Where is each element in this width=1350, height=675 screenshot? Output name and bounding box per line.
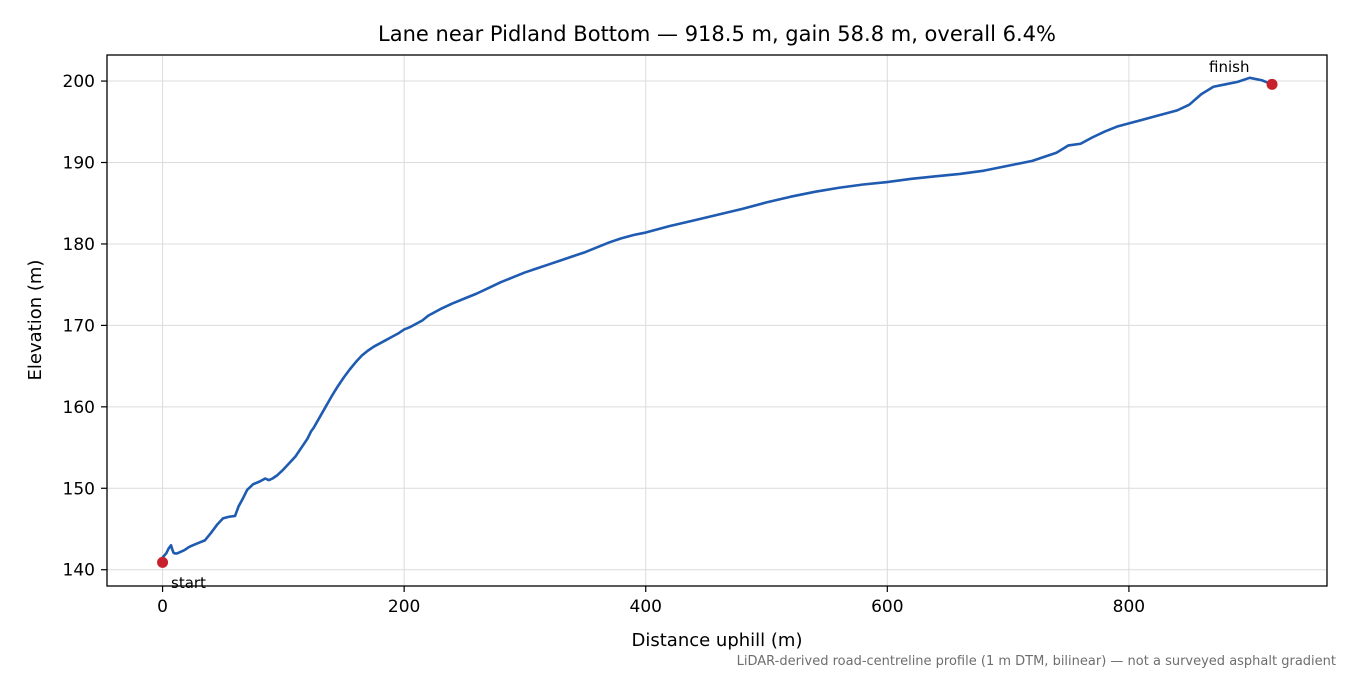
start-point-marker (157, 556, 169, 568)
finish-annotation: finish (1209, 58, 1249, 76)
x-axis-label: Distance uphill (m) (632, 630, 803, 651)
y-tick-label: 160 (63, 398, 95, 418)
data-source-footnote: LiDAR-derived road-centreline profile (1… (737, 654, 1336, 669)
y-tick-label: 170 (63, 316, 95, 336)
elevation-profile-line (161, 76, 1274, 559)
y-axis-label: Elevation (m) (25, 260, 46, 381)
plot-frame (106, 54, 1328, 587)
y-tick-label: 180 (63, 235, 95, 255)
x-tick-label: 0 (157, 597, 168, 617)
x-tick-label: 800 (1113, 597, 1145, 617)
start-annotation: start (171, 574, 206, 592)
x-tick-label: 200 (388, 597, 420, 617)
y-tick-label: 200 (63, 72, 95, 92)
chart-title: Lane near Pidland Bottom — 918.5 m, gain… (378, 22, 1056, 46)
marker-layer (157, 78, 1278, 568)
y-tick-label: 190 (63, 154, 95, 174)
finish-point-marker (1266, 78, 1278, 90)
x-tick-label: 600 (871, 597, 903, 617)
grid (107, 55, 1327, 586)
y-tick-label: 150 (63, 479, 95, 499)
series-layer (161, 76, 1274, 559)
tick-layer: 0 200 400 600 800 140 150 160 170 180 190 200 (63, 72, 1146, 617)
x-tick-label: 400 (630, 597, 662, 617)
y-tick-label: 140 (63, 561, 95, 581)
